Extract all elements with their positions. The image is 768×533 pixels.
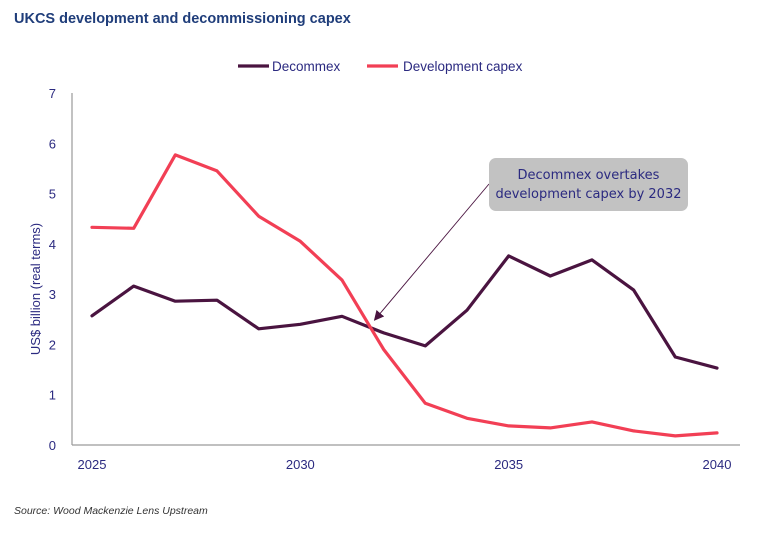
y-tick-label: 1	[49, 388, 56, 403]
x-tick-label: 2035	[494, 457, 523, 472]
series-group	[90, 153, 719, 438]
y-tick-label: 3	[49, 287, 56, 302]
annotation: Decommex overtakes development capex by 2…	[373, 158, 688, 321]
chart-title: UKCS development and decommissioning cap…	[14, 11, 351, 27]
y-tick-label: 5	[49, 187, 56, 202]
series-line-decommex	[90, 254, 719, 370]
y-tick-label: 4	[49, 237, 56, 252]
y-tick-label: 6	[49, 136, 56, 151]
y-tick-label: 7	[49, 86, 56, 101]
x-tick-label: 2030	[286, 457, 315, 472]
annotation-arrow	[373, 183, 490, 321]
x-tick-label: 2040	[703, 457, 732, 472]
annotation-text: development capex by 2032	[495, 187, 681, 202]
legend: Decommex Development capex	[238, 59, 523, 74]
annotation-box	[489, 158, 688, 211]
legend-label: Decommex	[272, 59, 341, 74]
series-line-development-capex	[90, 153, 719, 438]
source-note: Source: Wood Mackenzie Lens Upstream	[14, 505, 208, 517]
legend-label: Development capex	[403, 59, 523, 74]
y-axis-label: US$ billion (real terms)	[28, 223, 43, 355]
y-tick-label: 0	[49, 438, 56, 453]
axes: 0 1 2 3 4 5 6 7 2025 2030 2035 2040 US$ billion (rea…	[28, 86, 740, 472]
annotation-text: Decommex overtakes	[518, 168, 660, 183]
y-tick-label: 2	[49, 337, 56, 352]
x-tick-label: 2025	[78, 457, 107, 472]
